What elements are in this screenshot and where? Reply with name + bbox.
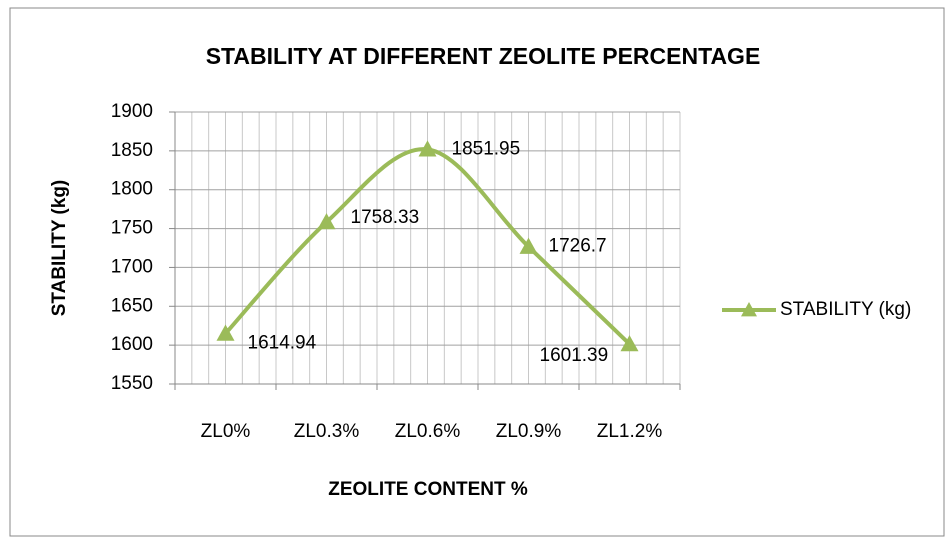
marker (620, 335, 639, 352)
y-tick-label: 1900 (111, 101, 153, 122)
y-tick-label: 1650 (111, 295, 153, 316)
data-label: 1726.7 (549, 236, 607, 257)
x-tick-label: ZL0.3% (294, 421, 360, 442)
x-tick-label: ZL0.9% (496, 421, 562, 442)
data-label: 1758.33 (351, 207, 420, 228)
chart-border (9, 7, 945, 537)
y-tick-label: 1800 (111, 179, 153, 200)
y-tick-label: 1750 (111, 218, 153, 239)
marker (216, 324, 235, 341)
data-label: 1851.95 (452, 138, 521, 159)
x-tick-label: ZL0% (201, 421, 251, 442)
y-tick-label: 1550 (111, 373, 153, 394)
marker (519, 237, 538, 254)
x-tick-label: ZL1.2% (597, 421, 663, 442)
data-label: 1601.39 (540, 345, 609, 366)
y-tick-label: 1600 (111, 334, 153, 355)
x-axis-title: ZEOLITE CONTENT % (328, 479, 528, 500)
y-tick-label: 1700 (111, 256, 153, 277)
y-tick-label: 1850 (111, 140, 153, 161)
data-label: 1614.94 (248, 333, 317, 354)
legend-label: STABILITY (kg) (780, 299, 911, 320)
x-tick-label: ZL0.6% (395, 421, 461, 442)
chart-title: STABILITY AT DIFFERENT ZEOLITE PERCENTAG… (206, 43, 761, 69)
marker (418, 140, 437, 157)
marker (317, 213, 336, 230)
legend-marker (741, 302, 757, 317)
y-axis-title: STABILITY (kg) (49, 180, 70, 317)
